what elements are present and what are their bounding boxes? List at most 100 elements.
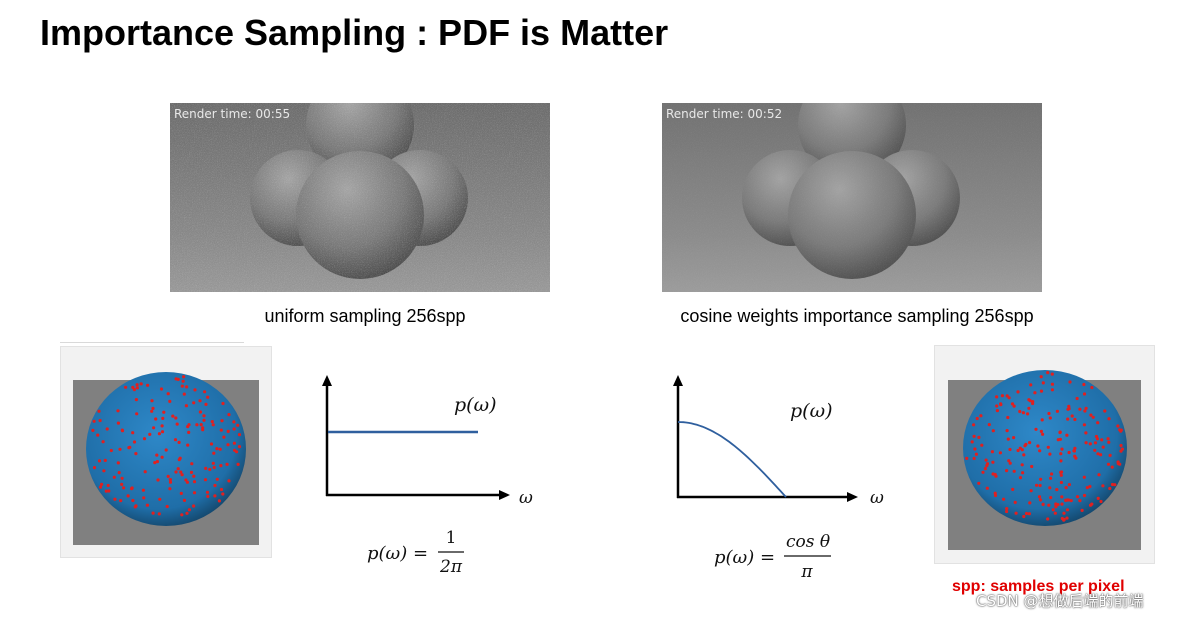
sample-dot	[134, 398, 138, 402]
sample-dot	[1029, 489, 1033, 493]
sample-dot	[1018, 409, 1022, 414]
sample-dot	[1037, 495, 1042, 499]
uniform-pdf-graph: p(ω) ω	[300, 370, 550, 515]
sample-dot	[1047, 503, 1051, 507]
sample-dot	[101, 440, 105, 444]
sample-dot	[236, 423, 240, 427]
sample-dot	[185, 480, 189, 484]
sample-dot	[92, 466, 97, 470]
sample-dot	[135, 412, 139, 416]
sample-dot	[180, 513, 184, 517]
y-axis-arrow	[673, 375, 683, 386]
sample-dot	[220, 419, 224, 423]
sample-dot	[1060, 495, 1064, 499]
sample-dot	[97, 459, 102, 463]
sample-dot	[116, 409, 120, 413]
sample-dot	[1119, 428, 1123, 432]
sample-dot	[1084, 431, 1088, 435]
sample-dot	[1065, 433, 1069, 437]
sample-dot	[187, 508, 191, 512]
sample-dot	[1027, 398, 1031, 402]
sample-dot	[204, 466, 208, 470]
sample-dot	[1073, 417, 1077, 422]
sample-dot	[1054, 505, 1058, 509]
sample-dot	[135, 386, 139, 390]
sample-dot	[1082, 475, 1086, 479]
sample-dot	[141, 488, 145, 492]
sample-dot	[1058, 430, 1062, 435]
sample-dot	[1062, 511, 1066, 515]
sample-dot	[1110, 465, 1114, 469]
sample-dot	[156, 478, 160, 482]
sample-dot	[1096, 421, 1100, 425]
sample-dot	[168, 487, 172, 491]
sample-dot	[227, 413, 231, 417]
divider-line	[60, 342, 244, 343]
sample-dot	[1022, 514, 1026, 519]
sample-dot	[991, 472, 995, 476]
sample-dot	[180, 473, 184, 477]
sample-dot	[1106, 437, 1110, 441]
sample-dot	[1036, 444, 1040, 448]
sample-dot	[120, 428, 124, 432]
sample-dot	[1068, 380, 1072, 384]
sample-dot	[1012, 404, 1016, 408]
sample-dot	[175, 422, 179, 426]
sample-dot	[998, 451, 1002, 455]
sample-dot	[1050, 388, 1054, 392]
sample-dot	[219, 464, 223, 468]
sample-dot	[232, 420, 236, 424]
sample-dot	[211, 423, 215, 427]
sample-dot	[198, 399, 202, 403]
sample-dot	[124, 385, 128, 389]
sample-dot	[202, 418, 206, 422]
sample-dot	[1030, 464, 1034, 469]
sample-dot	[1031, 401, 1035, 406]
sample-dot	[112, 475, 116, 479]
sample-dot	[1010, 402, 1015, 406]
sample-dot	[177, 440, 181, 444]
sample-dot	[151, 511, 155, 515]
sample-dot	[970, 440, 974, 444]
sample-dot	[130, 487, 134, 491]
cosine-pdf-curve	[677, 421, 787, 498]
sample-dot	[1046, 371, 1050, 375]
sample-dot	[1093, 441, 1098, 445]
sample-dot	[1040, 418, 1044, 422]
sample-dot	[1005, 507, 1009, 511]
sample-dot	[168, 480, 173, 484]
sample-dot	[1006, 415, 1010, 420]
sample-dot	[160, 424, 164, 428]
sample-dot	[1072, 449, 1076, 453]
sample-dot	[1116, 462, 1120, 466]
sample-dot	[1051, 508, 1055, 512]
sample-dot	[1091, 415, 1095, 419]
sample-dot	[237, 445, 242, 449]
sample-dot	[91, 428, 95, 432]
sample-dot	[1055, 488, 1059, 492]
sample-dot	[1005, 429, 1009, 433]
sample-dot	[1018, 476, 1023, 480]
sample-dot	[1060, 447, 1064, 451]
sample-dot	[980, 443, 984, 447]
spp-note: spp: samples per pixel	[952, 578, 1125, 595]
sample-dot	[1088, 484, 1092, 489]
sample-dot	[113, 497, 117, 501]
sample-dot	[179, 470, 183, 474]
sample-dot	[106, 483, 110, 488]
sample-dot	[203, 478, 208, 482]
sample-dot	[159, 387, 164, 391]
sample-dot	[132, 388, 136, 392]
sample-dot	[995, 409, 999, 413]
sample-dot	[232, 427, 236, 431]
sample-dot	[1082, 423, 1086, 427]
sample-dot	[150, 409, 154, 413]
sample-dot	[1006, 437, 1010, 441]
sample-dot	[1113, 483, 1117, 487]
sample-dot	[1002, 497, 1006, 501]
curve-label: p(ω)	[454, 394, 496, 416]
sample-dot	[991, 460, 995, 464]
formula-lhs: p(ω) =	[714, 547, 775, 568]
sample-dot	[1096, 496, 1100, 500]
sample-dot	[208, 467, 212, 472]
